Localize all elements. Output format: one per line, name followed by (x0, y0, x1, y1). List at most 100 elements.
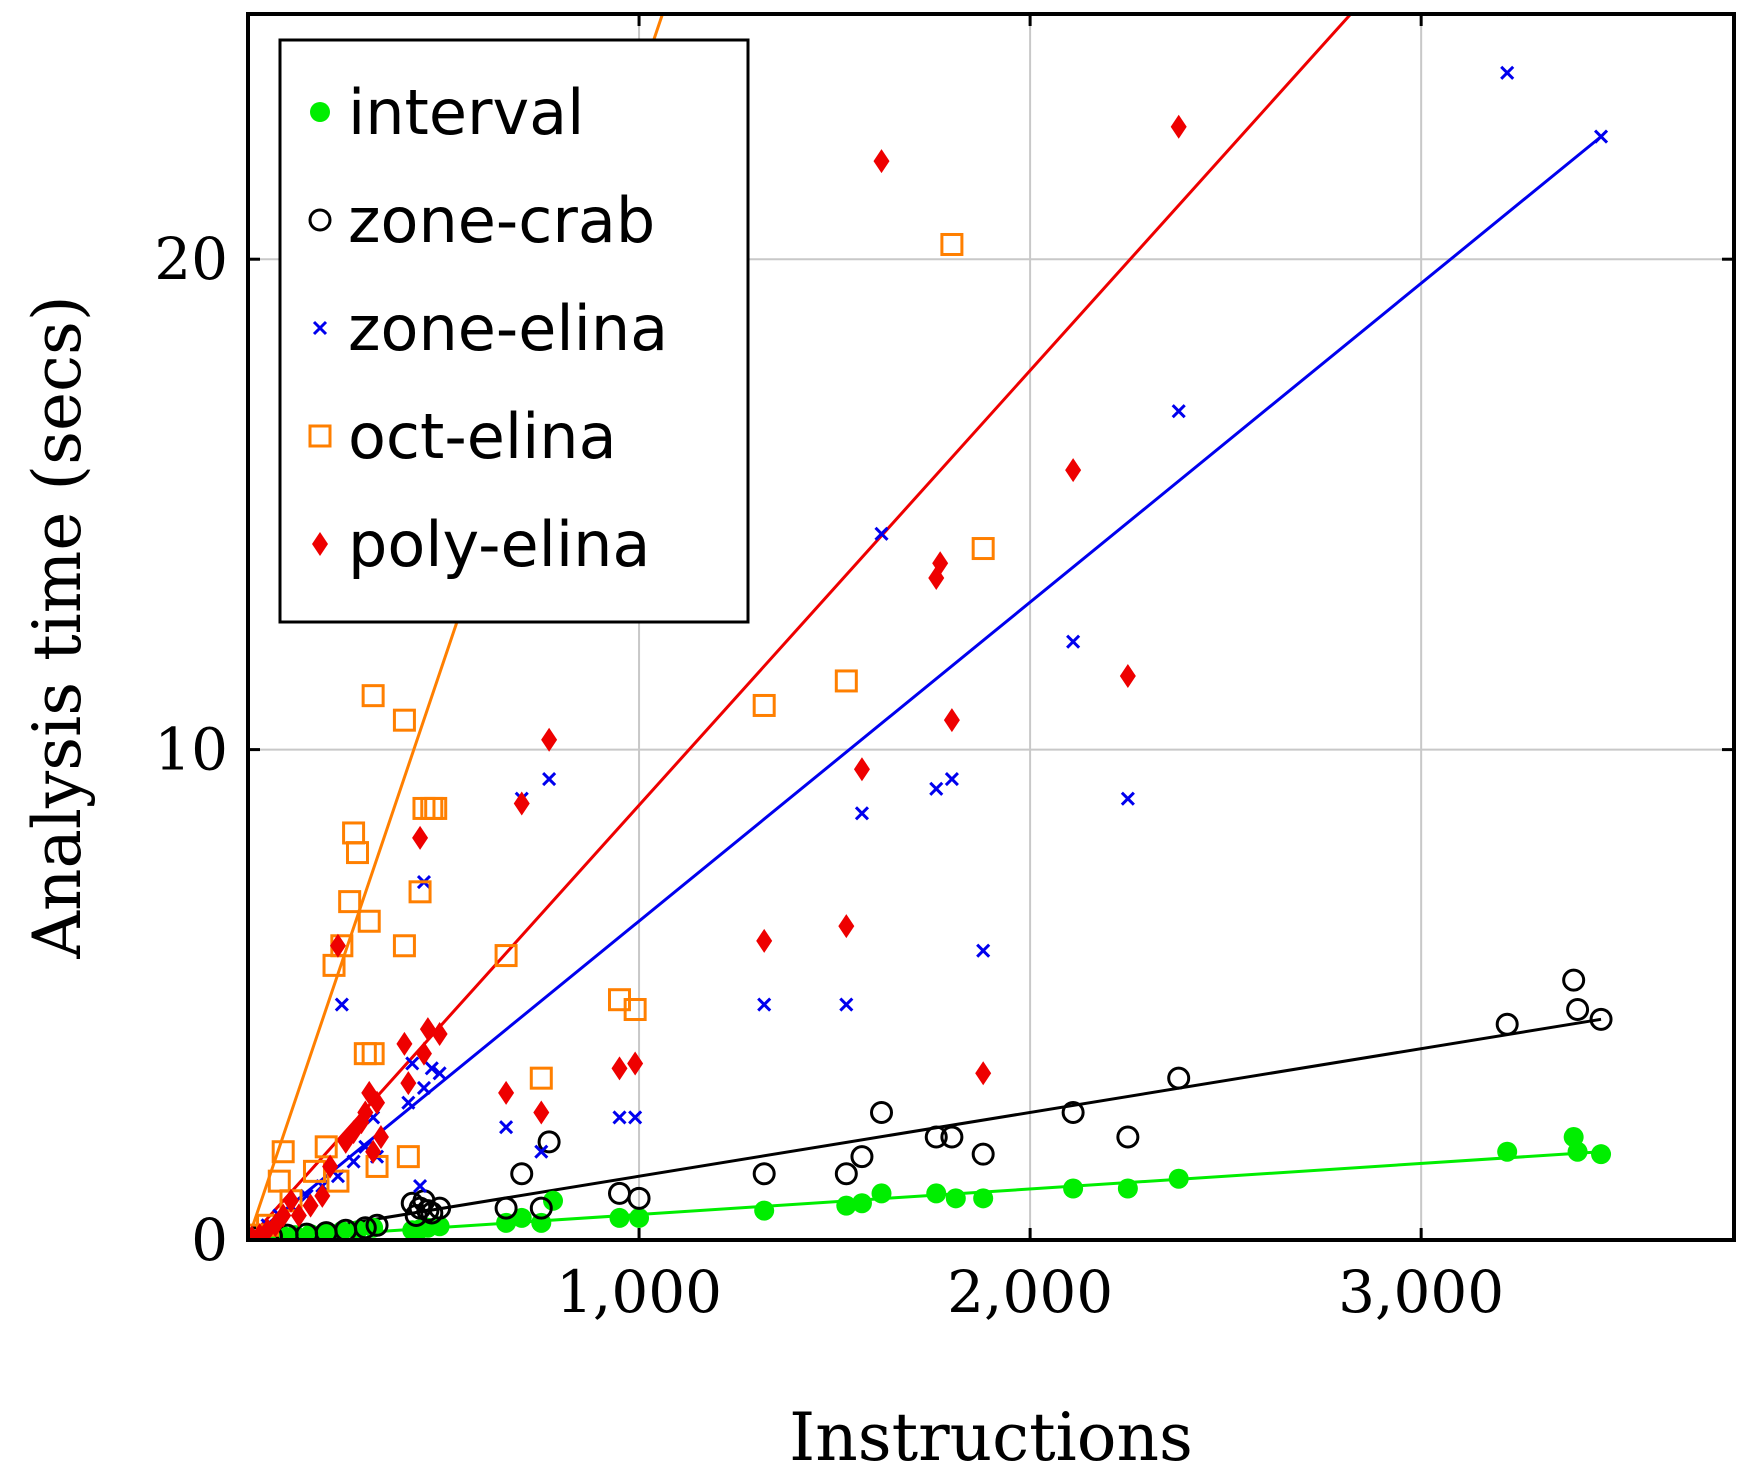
oct-elina-legend-marker (308, 424, 332, 448)
interval-point (1567, 1141, 1588, 1162)
interval-legend-marker (310, 102, 330, 122)
interval-point (851, 1193, 872, 1214)
poly-elina-point (412, 825, 429, 850)
oct-elina-point (345, 841, 369, 865)
oct-elina-point (361, 684, 385, 708)
zone-crab-point (627, 1186, 651, 1210)
poly-elina-series (248, 14, 1509, 1240)
oct-elina-point (940, 232, 964, 256)
poly-elina-point (357, 1100, 374, 1125)
y-tick-label: 0 (191, 1206, 228, 1274)
zone-crab-point (1061, 1100, 1085, 1124)
oct-elina-point (326, 1169, 350, 1193)
poly-elina-point (873, 149, 890, 174)
zone-elina-point (413, 1178, 428, 1194)
zone-elina-point (346, 1154, 361, 1169)
zone-elina-point (405, 1056, 420, 1071)
zone-crab-point (537, 1130, 561, 1154)
interval-point (316, 1222, 337, 1240)
zone-elina-point (542, 771, 557, 787)
interval-point (871, 1183, 892, 1204)
poly-elina-point (975, 1061, 992, 1086)
zone-crab-point (1116, 1125, 1140, 1149)
zone-crab-point (416, 1199, 440, 1223)
poly-elina-point (1170, 114, 1187, 139)
poly-elina-point (541, 727, 558, 752)
zone-elina-point (612, 1110, 627, 1125)
zone-crab-point (1495, 1012, 1519, 1036)
poly-elina-point (627, 1051, 644, 1076)
zone-elina-point (874, 526, 889, 541)
poly-elina-point (314, 1183, 331, 1208)
poly-elina-point (932, 551, 949, 576)
oct-elina-point (396, 1145, 420, 1169)
oct-elina-point (494, 944, 518, 968)
oct-elina-series (248, 232, 995, 1240)
oct-elina-legend-label: oct-elina (348, 400, 617, 473)
oct-elina-point (357, 909, 381, 933)
poly-elina-point (329, 933, 346, 958)
poly-elina-point (419, 1017, 436, 1042)
interval-trend-line (248, 1150, 1602, 1240)
poly-elina-point (365, 1139, 382, 1164)
zone-elina-point (757, 997, 772, 1012)
zone-crab-trend-line (248, 1017, 1602, 1240)
oct-elina-point (392, 934, 416, 958)
zone-crab-point (365, 1213, 389, 1237)
y-tick-label: 10 (154, 716, 228, 784)
poly-elina-point (302, 1193, 319, 1218)
x-axis-label: Instructions (789, 1399, 1193, 1471)
zone-elina-point (1066, 634, 1081, 649)
zone-crab-point (940, 1125, 964, 1149)
zone-elina-point (628, 1110, 643, 1125)
poly-elina-point (275, 1203, 292, 1228)
interval-point (1497, 1141, 1518, 1162)
zone-crab-point (924, 1125, 948, 1149)
poly-elina-point (853, 757, 870, 782)
interval-point (609, 1207, 630, 1228)
poly-elina-legend-label: poly-elina (348, 508, 650, 581)
axis-ticks: 1,000 2,000 3,000 0 10 20 (154, 14, 1734, 1326)
oct-elina-point (267, 1169, 291, 1193)
oct-elina-point (271, 1140, 295, 1164)
poly-elina-point (415, 1041, 432, 1066)
zone-elina-point (499, 1120, 514, 1135)
interval-point (1063, 1178, 1084, 1199)
zone-crab-point (834, 1162, 858, 1186)
poly-elina-point (1119, 664, 1136, 689)
poly-elina-point (396, 1031, 413, 1056)
zone-elina-point (424, 1061, 439, 1076)
x-tick-label: 2,000 (947, 1258, 1113, 1326)
oct-elina-point (392, 708, 416, 732)
zone-elina-legend-label: zone-elina (348, 292, 668, 365)
interval-point (543, 1190, 564, 1211)
poly-elina-point (943, 708, 960, 733)
zone-elina-point (334, 997, 349, 1012)
oct-elina-point (752, 693, 776, 717)
poly-elina-point (498, 1080, 515, 1105)
poly-elina-point (756, 928, 773, 953)
poly-elina-point (290, 1203, 307, 1228)
zone-crab-point (353, 1216, 377, 1240)
oct-elina-point (424, 796, 448, 820)
interval-point (945, 1188, 966, 1209)
oct-elina-point (529, 1066, 553, 1090)
interval-point (836, 1195, 857, 1216)
poly-elina-point (1065, 458, 1082, 483)
poly-elina-point (611, 1056, 628, 1081)
poly-elina-point (259, 1218, 276, 1240)
zone-crab-point (1562, 968, 1586, 992)
interval-legend-label: interval (348, 76, 584, 149)
zone-crab-point (510, 1162, 534, 1186)
zone-elina-point (944, 771, 959, 787)
interval-point (973, 1188, 994, 1209)
interval-point (629, 1207, 650, 1228)
zone-elina-point (1120, 791, 1135, 806)
oct-elina-point (971, 537, 995, 561)
oct-elina-point (408, 880, 432, 904)
data-points (248, 14, 1613, 1240)
zone-crab-point (1566, 998, 1590, 1022)
poly-elina-point (513, 791, 530, 816)
